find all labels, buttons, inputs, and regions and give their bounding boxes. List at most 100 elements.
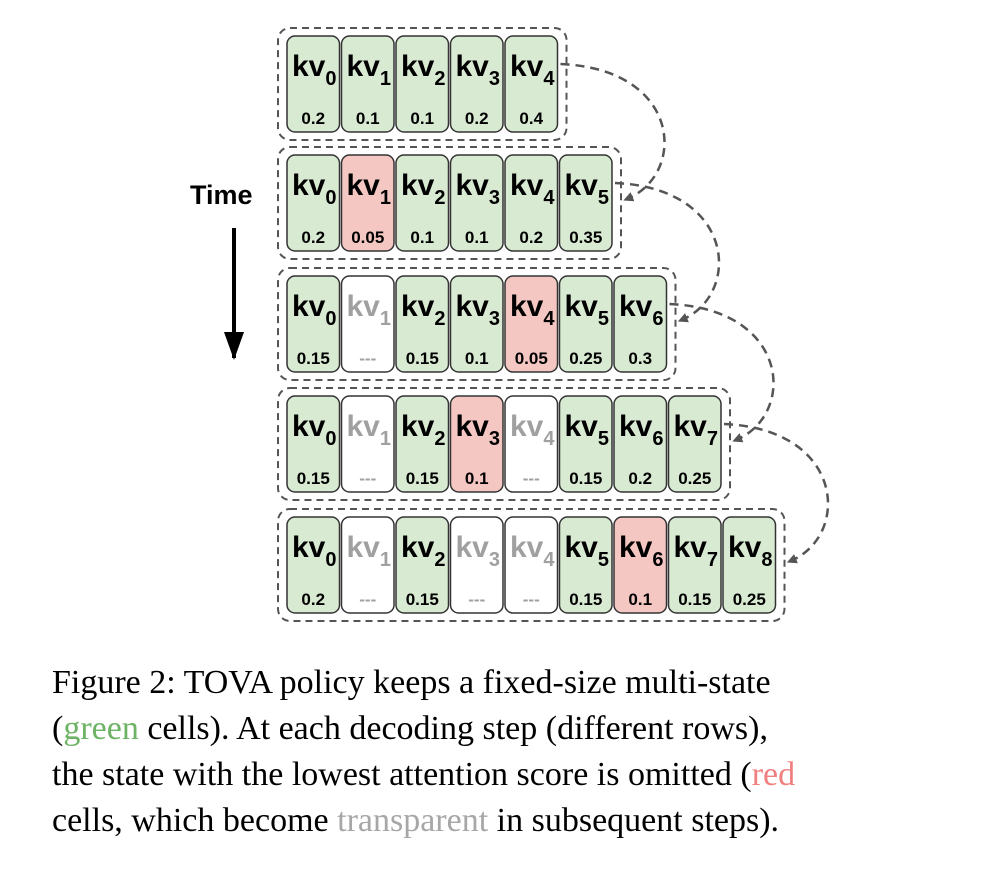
- kv-cell-box: [395, 154, 450, 252]
- kv-cell-1-4: kv4 0.2: [504, 154, 559, 252]
- kv-cell-score: 0.1: [465, 228, 489, 247]
- kv-cell-score: ---: [359, 349, 376, 368]
- caption-line-2-post: cells). At each decoding step (different…: [138, 710, 768, 747]
- kv-cell-score: 0.25: [733, 590, 766, 609]
- kv-cell-score: 0.25: [569, 349, 602, 368]
- kv-cell-index: 4: [543, 308, 555, 330]
- kv-cell-box: [449, 154, 504, 252]
- kv-cell-box: [558, 275, 613, 373]
- caption-line-1: Figure 2: TOVA policy keeps a fixed-size…: [52, 664, 771, 701]
- kv-cell-label: kv3: [456, 50, 501, 90]
- kv-cell-index: 0: [325, 68, 336, 90]
- kv-cell-0-4: kv4 0.4: [504, 35, 559, 133]
- kv-cell-label: kv6: [619, 290, 664, 330]
- figure-caption: Figure 2: TOVA policy keeps a fixed-size…: [52, 660, 957, 844]
- kv-cell-3-5: kv5 0.15: [558, 395, 613, 493]
- kv-cell-label: kv1: [347, 50, 392, 90]
- kv-cell-box: [395, 35, 450, 133]
- kv-cell-label: kv1: [347, 169, 392, 209]
- kv-cell-1-5: kv5 0.35: [558, 154, 613, 252]
- kv-cell-score: ---: [468, 590, 485, 609]
- cache-row-1: kv0 0.2 kv1 0.05 kv2 0.1 kv3 0.1 kv4 0.2 kv5 0.35: [277, 146, 622, 260]
- kv-cell-4-5: kv5 0.15: [558, 516, 613, 614]
- kv-cell-index: 0: [325, 428, 336, 450]
- cache-row-0: kv0 0.2 kv1 0.1 kv2 0.1 kv3 0.2 kv4 0.4: [277, 27, 568, 141]
- kv-cell-label: kv4: [510, 531, 555, 571]
- kv-cell-label: kv3: [456, 531, 501, 571]
- kv-cell-box: [286, 275, 341, 373]
- kv-cell-4-7: kv7 0.15: [667, 516, 722, 614]
- kv-cell-box: [395, 516, 450, 614]
- transition-arrow-3-icon: [723, 422, 830, 564]
- caption-green-word: green: [63, 710, 139, 747]
- kv-cell-2-1: kv1 ---: [340, 275, 395, 373]
- kv-cell-index: 3: [489, 187, 500, 209]
- kv-cell-label: kv1: [347, 290, 392, 330]
- kv-cell-label: kv2: [401, 50, 446, 90]
- kv-cell-index: 1: [380, 428, 391, 450]
- kv-cell-score: ---: [523, 469, 540, 488]
- kv-cell-3-2: kv2 0.15: [395, 395, 450, 493]
- kv-cell-score: 0.1: [465, 469, 489, 488]
- kv-cell-box: [558, 154, 613, 252]
- kv-cell-index: 2: [434, 68, 445, 90]
- kv-cell-score: 0.2: [628, 469, 652, 488]
- kv-cell-box: [395, 275, 450, 373]
- caption-line-3-pre: the state with the lowest attention scor…: [52, 756, 752, 793]
- time-label: Time: [190, 180, 253, 210]
- kv-cell-box: [722, 516, 777, 614]
- caption-line-4: cells, which become transparent in subse…: [52, 798, 957, 844]
- kv-cell-box: [449, 395, 504, 493]
- kv-cell-3-1: kv1 ---: [340, 395, 395, 493]
- kv-cell-index: 2: [434, 308, 445, 330]
- kv-cell-box: [340, 275, 395, 373]
- kv-cell-index: 1: [380, 308, 391, 330]
- kv-cell-label: kv3: [456, 169, 501, 209]
- kv-cell-index: 8: [761, 549, 772, 571]
- kv-cell-index: 2: [434, 549, 445, 571]
- kv-cell-label: kv5: [565, 410, 610, 450]
- tova-diagram: kv0 0.2 kv1 0.1 kv2 0.1 kv3 0.2 kv4 0.4 kv0 0.2 kv1 0…: [190, 27, 830, 622]
- kv-cell-index: 2: [434, 187, 445, 209]
- kv-cell-label: kv2: [401, 169, 446, 209]
- kv-cell-box: [340, 35, 395, 133]
- kv-cell-index: 5: [598, 187, 609, 209]
- rows-layer: kv0 0.2 kv1 0.1 kv2 0.1 kv3 0.2 kv4 0.4 kv0 0.2 kv1 0…: [277, 27, 786, 622]
- kv-cell-2-3: kv3 0.1: [449, 275, 504, 373]
- time-arrowhead-icon: [224, 332, 244, 360]
- cache-row-3: kv00.15kv1---kv20.15kv30.1kv4---kv50.15k…: [277, 387, 731, 501]
- kv-cell-0-1: kv1 0.1: [340, 35, 395, 133]
- kv-cell-score: 0.2: [465, 109, 489, 128]
- kv-cell-score: 0.15: [297, 469, 330, 488]
- kv-cell-label: kv0: [292, 290, 337, 330]
- kv-cell-index: 5: [598, 308, 609, 330]
- kv-cell-index: 2: [434, 428, 445, 450]
- transition-arrows: [560, 62, 830, 564]
- caption-line-2: (green cells). At each decoding step (di…: [52, 706, 957, 752]
- kv-cell-index: 3: [489, 428, 500, 450]
- kv-cell-label: kv5: [565, 290, 610, 330]
- kv-cell-index: 4: [543, 549, 555, 571]
- kv-cell-label: kv0: [292, 410, 337, 450]
- kv-cell-label: kv0: [292, 169, 337, 209]
- kv-cell-score: ---: [359, 469, 376, 488]
- kv-cell-box: [613, 516, 668, 614]
- kv-cell-label: kv1: [347, 531, 392, 571]
- kv-cell-box: [340, 395, 395, 493]
- kv-cell-box: [340, 516, 395, 614]
- kv-cell-label: kv2: [401, 410, 446, 450]
- kv-cell-box: [340, 154, 395, 252]
- kv-cell-score: 0.15: [569, 469, 602, 488]
- kv-cell-score: 0.2: [519, 228, 543, 247]
- caption-red-word: red: [751, 756, 796, 793]
- kv-cell-box: [286, 154, 341, 252]
- row-3-dashed-border: [277, 387, 731, 501]
- kv-cell-box: [449, 516, 504, 614]
- kv-cell-score: 0.3: [628, 349, 652, 368]
- kv-cell-score: 0.15: [406, 349, 439, 368]
- kv-cell-score: ---: [523, 590, 540, 609]
- kv-cell-4-1: kv1 ---: [340, 516, 395, 614]
- kv-cell-box: [395, 395, 450, 493]
- kv-cell-label: kv5: [565, 169, 610, 209]
- kv-cell-2-4: kv4 0.05: [504, 275, 559, 373]
